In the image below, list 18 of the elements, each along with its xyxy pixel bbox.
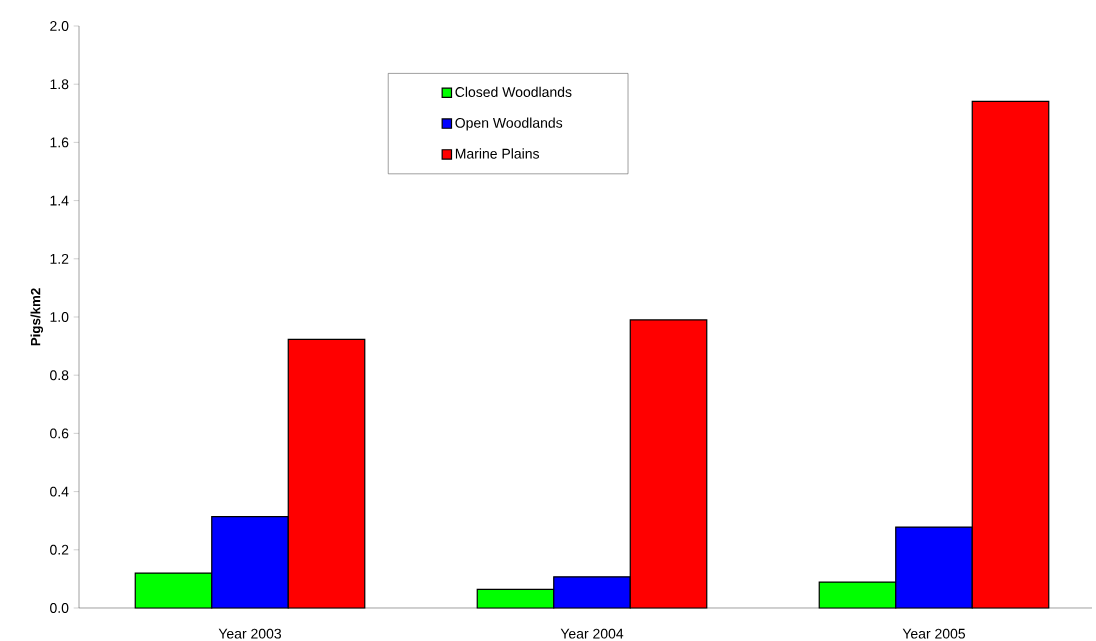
y-tick-label: 1.6 [50, 137, 69, 148]
y-tick-label: 1.4 [50, 195, 69, 206]
y-tick-label: 1.2 [50, 253, 69, 264]
x-tick-label: Year 2003 [218, 628, 282, 639]
x-tick-label: Year 2004 [560, 628, 624, 639]
x-tick-label: Year 2005 [902, 628, 966, 639]
y-tick-label: 0.6 [50, 428, 69, 439]
legend-label: Open Woodlands [455, 117, 563, 131]
y-tick-label: 0.8 [50, 370, 69, 381]
legend-label: Closed Woodlands [455, 86, 572, 98]
y-tick-label: 2.0 [50, 21, 69, 31]
y-tick-label: 1.8 [50, 79, 69, 90]
y-tick-label: 0.4 [50, 486, 69, 497]
legend-label: Marine Plains [455, 148, 540, 159]
y-tick-label: 0.2 [50, 544, 69, 555]
y-axis-title: Pigs/km2 [30, 288, 44, 346]
y-tick-label: 0.0 [50, 603, 69, 613]
y-tick-label: 1.0 [50, 312, 69, 322]
